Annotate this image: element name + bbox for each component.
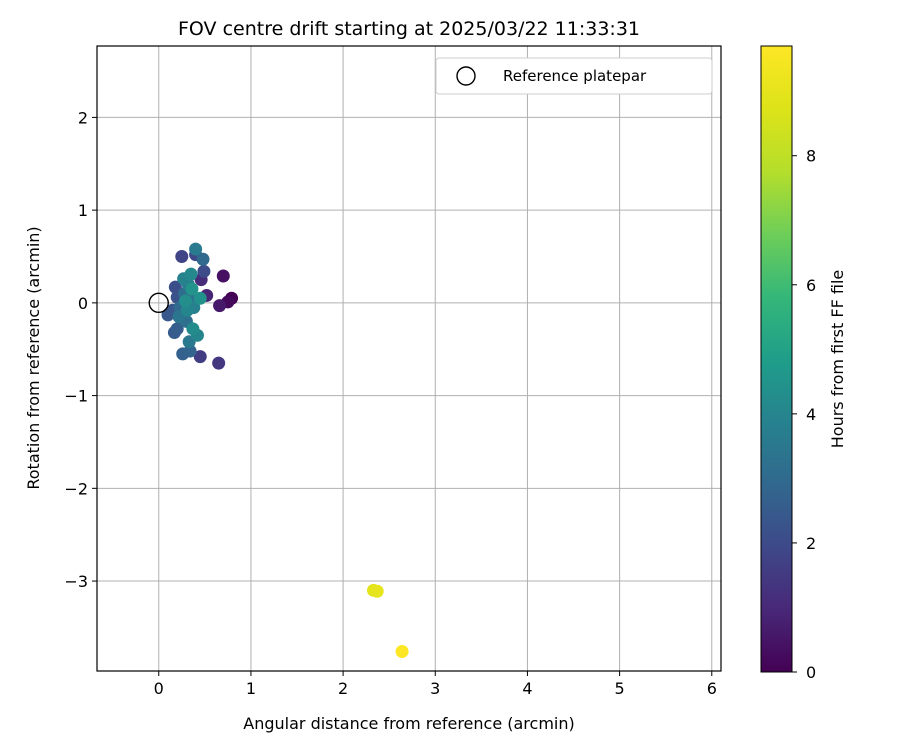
- colorbar-tick-label: 2: [806, 534, 816, 553]
- colorbar-tick-label: 8: [806, 147, 816, 166]
- data-point: [193, 291, 207, 305]
- x-tick-label: 3: [430, 679, 440, 698]
- reference-marker: [148, 292, 169, 314]
- colorbar-tick-label: 0: [806, 663, 816, 682]
- data-point: [184, 267, 198, 281]
- y-axis-label: Rotation from reference (arcmin): [24, 226, 43, 489]
- data-point: [370, 584, 384, 598]
- y-tick-label: −1: [64, 387, 88, 406]
- colorbar-label: Hours from first FF file: [828, 270, 847, 449]
- y-tick-label: −3: [64, 572, 88, 591]
- data-point: [395, 645, 409, 659]
- y-tick-label: 2: [78, 108, 88, 127]
- x-tick-label: 6: [707, 679, 717, 698]
- y-tick-label: 1: [78, 201, 88, 220]
- data-point: [168, 280, 182, 294]
- data-point: [186, 322, 200, 336]
- data-point: [216, 269, 230, 283]
- data-point: [212, 356, 226, 370]
- data-point: [175, 249, 189, 263]
- x-tick-label: 1: [246, 679, 256, 698]
- plot-area: [96, 45, 722, 672]
- colorbar-tick-label: 4: [806, 405, 816, 424]
- data-point: [178, 294, 192, 308]
- x-tick-label: 5: [615, 679, 625, 698]
- y-tick-label: 0: [78, 294, 88, 313]
- grid: [97, 46, 721, 671]
- legend-marker: [456, 66, 476, 86]
- data-point: [193, 350, 207, 364]
- x-tick-label: 4: [522, 679, 532, 698]
- data-point: [213, 299, 227, 313]
- x-tick-label: 0: [154, 679, 164, 698]
- data-point: [185, 282, 199, 296]
- y-tick-label: −2: [64, 479, 88, 498]
- legend-box: [435, 57, 713, 95]
- y-axis-ticks: −3 −2 −1 0 1 2: [64, 108, 97, 591]
- scatter-points: [161, 242, 409, 659]
- legend-label: Reference platepar: [503, 67, 647, 85]
- data-point: [197, 264, 211, 278]
- reference-marker-group: [148, 292, 169, 314]
- data-point: [189, 242, 203, 256]
- data-point: [196, 252, 210, 266]
- colorbar-ticks: 0 2 4 6 8: [792, 147, 816, 682]
- colorbar: 0 2 4 6 8 Hours from first FF file: [760, 45, 847, 682]
- data-point: [170, 322, 184, 336]
- x-tick-label: 2: [338, 679, 348, 698]
- data-point: [161, 308, 175, 322]
- colorbar-tick-label: 6: [806, 276, 816, 295]
- colorbar-gradient: [760, 45, 793, 673]
- x-axis-label: Angular distance from reference (arcmin): [243, 714, 574, 733]
- chart-title: FOV centre drift starting at 2025/03/22 …: [178, 18, 640, 40]
- legend: Reference platepar: [435, 57, 713, 95]
- x-axis-ticks: 0 1 2 3 4 5 6: [154, 671, 717, 698]
